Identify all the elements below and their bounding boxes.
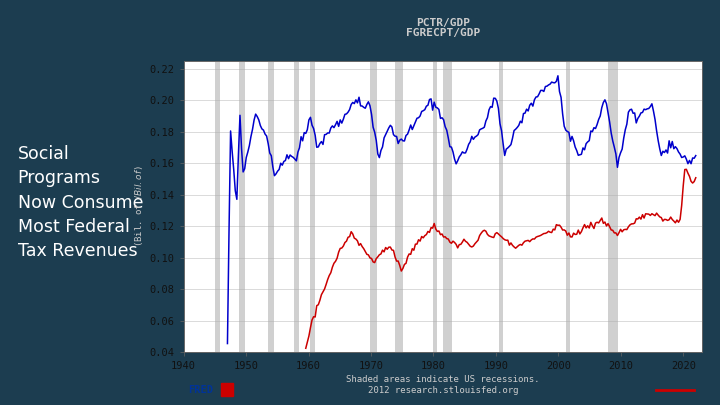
- Bar: [499, 61, 503, 352]
- Bar: [222, 383, 233, 396]
- Text: PCTR/GDP: PCTR/GDP: [416, 18, 470, 28]
- Text: Social
Programs
Now Consume
Most Federal
Tax Revenues: Social Programs Now Consume Most Federal…: [17, 145, 143, 260]
- Bar: [395, 61, 403, 352]
- Bar: [370, 61, 377, 352]
- Bar: [238, 61, 246, 352]
- Y-axis label: (Bil. of $/Bil. of $): (Bil. of $/Bil. of $): [133, 166, 145, 247]
- Text: Shaded areas indicate US recessions.: Shaded areas indicate US recessions.: [346, 375, 539, 384]
- Bar: [268, 61, 274, 352]
- Text: FGRECPT/GDP: FGRECPT/GDP: [405, 28, 480, 38]
- Bar: [433, 61, 437, 352]
- Text: FRED: FRED: [188, 385, 213, 395]
- Bar: [608, 61, 618, 352]
- Text: 2012 research.stlouisfed.org: 2012 research.stlouisfed.org: [367, 386, 518, 394]
- Bar: [566, 61, 570, 352]
- Bar: [443, 61, 451, 352]
- Bar: [294, 61, 299, 352]
- Bar: [310, 61, 315, 352]
- Bar: [215, 61, 220, 352]
